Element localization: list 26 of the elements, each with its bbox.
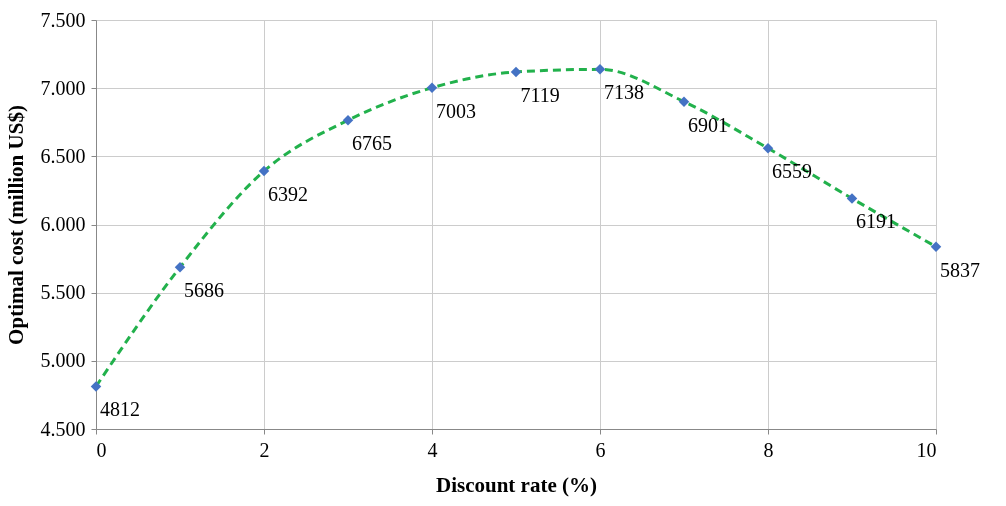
x-tick-label: 0: [96, 438, 107, 461]
x-axis-title: Discount rate (%): [436, 472, 597, 497]
data-label: 6559: [772, 160, 812, 183]
x-tick-label: 10: [916, 438, 937, 461]
x-tick-label: 6: [595, 438, 606, 461]
data-label: 7138: [604, 81, 644, 104]
data-label: 5837: [940, 258, 980, 281]
y-tick-label: 5.500: [40, 281, 86, 304]
data-label: 6191: [856, 210, 896, 233]
data-label: 6392: [268, 183, 308, 206]
data-label: 6901: [688, 113, 728, 136]
data-label: 6765: [352, 132, 392, 155]
data-label: 4812: [100, 398, 140, 421]
y-tick-label: 5.000: [40, 349, 86, 372]
x-tick-label: 4: [427, 438, 438, 461]
x-tick-label: 2: [259, 438, 270, 461]
data-label: 7003: [436, 99, 476, 122]
y-tick-label: 7.000: [40, 76, 86, 99]
y-tick-label: 6.500: [40, 144, 86, 167]
data-label: 5686: [184, 279, 224, 302]
y-tick-label: 4.500: [40, 417, 86, 440]
y-tick-label: 7.500: [40, 8, 86, 31]
y-axis-title: Optimal cost (million US$): [3, 105, 28, 345]
data-label: 7119: [520, 83, 560, 106]
y-tick-label: 6.000: [40, 213, 86, 235]
x-tick-label: 8: [763, 438, 774, 461]
